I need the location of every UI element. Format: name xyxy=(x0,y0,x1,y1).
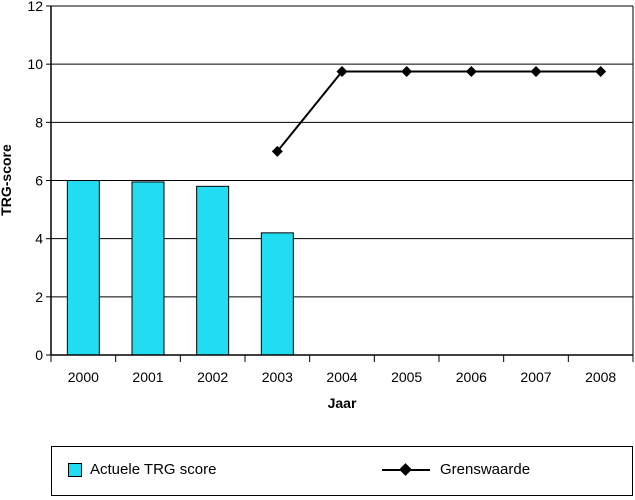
line-marker xyxy=(271,145,283,157)
bar xyxy=(260,232,294,356)
line-path xyxy=(276,70,601,153)
bar xyxy=(66,180,100,356)
x-tick-labels: 2000 2001 2002 2003 2004 2005 2006 2007 2008 xyxy=(68,369,617,385)
x-tick-label: 2007 xyxy=(520,369,551,385)
x-tick-label: 2000 xyxy=(68,369,99,385)
x-tick-label: 2001 xyxy=(132,369,163,385)
x-tick-label: 2008 xyxy=(585,369,616,385)
bar xyxy=(131,181,165,356)
line-marker xyxy=(401,65,413,77)
bar xyxy=(196,185,230,356)
y-tick-label: 10 xyxy=(27,56,43,72)
y-tick-label: 6 xyxy=(35,173,43,189)
y-tick-label: 2 xyxy=(35,289,43,305)
axes xyxy=(46,5,634,362)
x-tick-label: 2005 xyxy=(391,369,422,385)
y-tick-labels: 0 2 4 6 8 10 12 xyxy=(27,0,43,363)
line-marker xyxy=(336,65,348,77)
bar-series xyxy=(66,180,294,356)
line-marker xyxy=(595,65,607,77)
legend-swatch-bars xyxy=(68,462,82,477)
line-marker xyxy=(465,65,477,77)
legend: Actuele TRG score Grenswaarde xyxy=(51,446,633,496)
legend-label-bars: Actuele TRG score xyxy=(90,461,217,478)
y-axis-title: TRG-score xyxy=(0,144,14,216)
y-tick-label: 8 xyxy=(35,114,43,130)
x-tick-label: 2003 xyxy=(262,369,293,385)
y-tick-label: 0 xyxy=(35,347,43,363)
x-tick-label: 2002 xyxy=(197,369,228,385)
legend-item-bars: Actuele TRG score xyxy=(68,461,216,478)
x-tick-label: 2006 xyxy=(456,369,487,385)
line-series xyxy=(271,65,607,157)
legend-item-line: Grenswaarde xyxy=(382,461,530,478)
x-axis-title: Jaar xyxy=(328,395,357,411)
x-tick-label: 2004 xyxy=(326,369,357,385)
y-tick-label: 12 xyxy=(27,0,43,14)
legend-label-line: Grenswaarde xyxy=(440,461,531,478)
y-tick-label: 4 xyxy=(35,231,43,247)
line-marker xyxy=(530,65,542,77)
legend-diamond-line-icon xyxy=(382,462,430,477)
